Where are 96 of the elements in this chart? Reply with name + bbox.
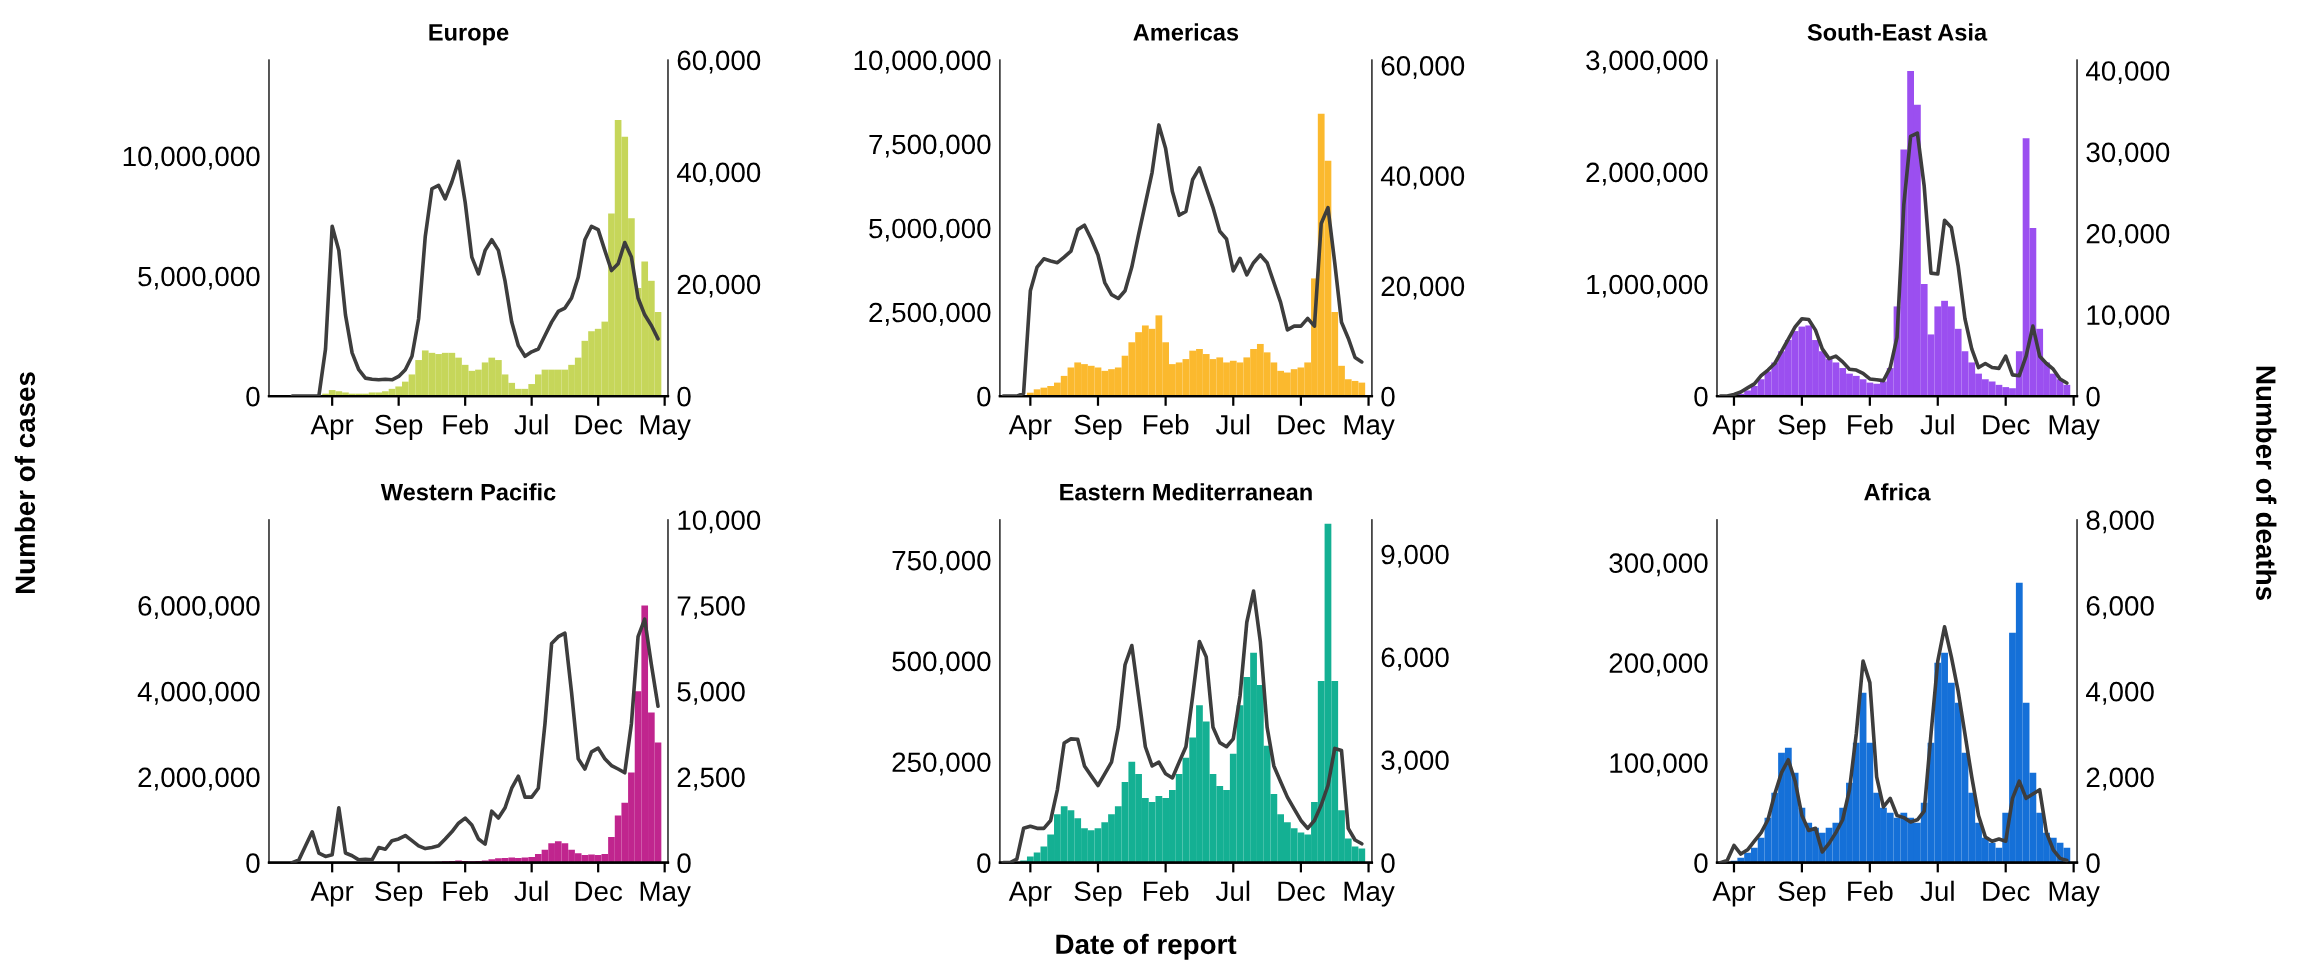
x-tick-label: Dec [1278, 881, 1325, 902]
y2-tick-label: 5,000 [677, 681, 745, 705]
chart-title: Eastern Mediterranean [1060, 483, 1312, 501]
y-axis-title: Number of cases [14, 372, 36, 594]
x-tick-label: Apr [310, 415, 354, 441]
y2-tick-label: 0 [677, 853, 691, 873]
y-tick-label: 5,000,000 [138, 266, 260, 290]
y-tick-label: 0 [1694, 386, 1708, 407]
x-tick-label: Sep [1778, 881, 1826, 907]
y2-tick-label: 0 [677, 386, 691, 407]
x-tick-label: Apr [1712, 415, 1756, 441]
x-tick-label: Apr [1712, 881, 1756, 907]
x-tick-label: Dec [1983, 415, 2030, 435]
y2-tick-label: 40,000 [676, 162, 761, 186]
y2-tick-label: 0 [2086, 386, 2100, 407]
y-tick-label: 6,000,000 [138, 596, 260, 620]
x-axis-title: Date of report [1056, 933, 1237, 960]
y2-tick-label: 2,500 [677, 767, 745, 791]
x-tick-label: Feb [1143, 880, 1189, 902]
x-tick-label: Dec [1983, 881, 2030, 902]
x-tick-label: Sep [1074, 414, 1122, 441]
y2-tick-label: 20,000 [1381, 276, 1465, 300]
x-tick-label: Apr [1008, 881, 1052, 907]
y-tick-label: 100,000 [1610, 753, 1708, 777]
x-tick-label: May [2049, 881, 2100, 907]
y2-tick-label: 0 [1381, 853, 1395, 873]
y-tick-label: 0 [977, 386, 991, 407]
x-tick-label: Apr [310, 881, 354, 907]
y-tick-label: 2,500,000 [869, 302, 991, 326]
y-tick-label: 750,000 [892, 550, 991, 574]
x-tick-label: Sep [375, 414, 423, 441]
x-tick-label: Jul [1215, 880, 1250, 902]
y2-tick-label: 7,500 [677, 596, 745, 620]
x-tick-label: Feb [443, 880, 488, 902]
y2-tick-label: 10,000 [2087, 305, 2170, 329]
y2-tick-label: 40,000 [2086, 61, 2170, 85]
x-tick-label: Jul [1920, 414, 1954, 435]
y2-tick-label: 9,000 [1381, 544, 1449, 568]
x-tick-label: Dec [575, 415, 623, 435]
x-tick-label: Jul [514, 880, 548, 902]
x-tick-label: Sep [1778, 414, 1826, 441]
y2-tick-label: 60,000 [1381, 56, 1465, 80]
y2-tick-label: 20,000 [677, 274, 761, 298]
y2-tick-label: 6,000 [2086, 596, 2154, 620]
y-tick-label: 500,000 [892, 651, 991, 675]
y-tick-label: 4,000,000 [137, 681, 260, 705]
x-tick-label: Jul [1215, 414, 1250, 435]
y2-tick-label: 40,000 [1380, 166, 1465, 190]
y2-tick-label: 0 [2086, 853, 2100, 873]
y2-tick-label: 6,000 [1381, 647, 1449, 671]
chart-title: Americas [1133, 23, 1239, 41]
y-tick-label: 250,000 [892, 752, 991, 776]
x-tick-label: Dec [575, 881, 623, 902]
y2-tick-label: 0 [1381, 386, 1395, 407]
y2-tick-label: 3,000 [1381, 750, 1449, 774]
y2-axis-title: Number of deaths [2256, 366, 2277, 600]
y2-tick-label: 10,000 [678, 510, 761, 534]
y2-tick-label: 30,000 [2086, 142, 2170, 166]
x-tick-label: May [640, 415, 691, 441]
x-tick-label: May [1344, 415, 1395, 441]
y-tick-label: 5,000,000 [869, 218, 991, 242]
y-tick-label: 0 [977, 853, 991, 873]
y-tick-label: 2,000,000 [138, 767, 260, 791]
chart-title: South-East Asia [1807, 23, 1988, 41]
x-tick-label: Feb [1848, 414, 1893, 435]
y2-tick-label: 8,000 [2086, 510, 2154, 534]
chart-title: Africa [1864, 483, 1931, 501]
x-tick-label: Sep [1074, 881, 1122, 907]
y-tick-label: 10,000,000 [123, 146, 260, 170]
x-tick-label: Feb [1143, 414, 1189, 435]
y-tick-label: 3,000,000 [1586, 50, 1708, 74]
x-tick-label: Apr [1008, 415, 1052, 441]
y-tick-label: 10,000,000 [854, 50, 991, 74]
x-tick-label: May [1344, 881, 1395, 907]
x-tick-label: May [640, 881, 691, 907]
y-tick-label: 1,000,000 [1587, 274, 1708, 298]
y-tick-label: 0 [1694, 853, 1708, 873]
chart-title: Western Pacific [380, 483, 556, 501]
y2-tick-label: 2,000 [2086, 767, 2154, 791]
x-tick-label: Jul [514, 414, 548, 435]
x-tick-label: Feb [1848, 880, 1893, 902]
x-tick-label: Jul [1920, 880, 1954, 902]
y2-tick-label: 20,000 [2086, 223, 2170, 247]
x-tick-label: Dec [1278, 415, 1325, 435]
y-tick-label: 7,500,000 [869, 134, 991, 158]
y2-tick-label: 4,000 [2086, 681, 2154, 705]
x-tick-label: May [2049, 415, 2100, 441]
y-tick-label: 300,000 [1609, 553, 1708, 577]
y2-tick-label: 60,000 [677, 50, 761, 74]
y-tick-label: 0 [246, 853, 260, 873]
chart-title: Europe [429, 24, 509, 46]
y-tick-label: 200,000 [1609, 653, 1708, 677]
x-tick-label: Sep [375, 881, 423, 907]
y-tick-label: 0 [246, 386, 260, 407]
x-tick-label: Feb [443, 414, 488, 435]
y-tick-label: 2,000,000 [1586, 162, 1708, 186]
